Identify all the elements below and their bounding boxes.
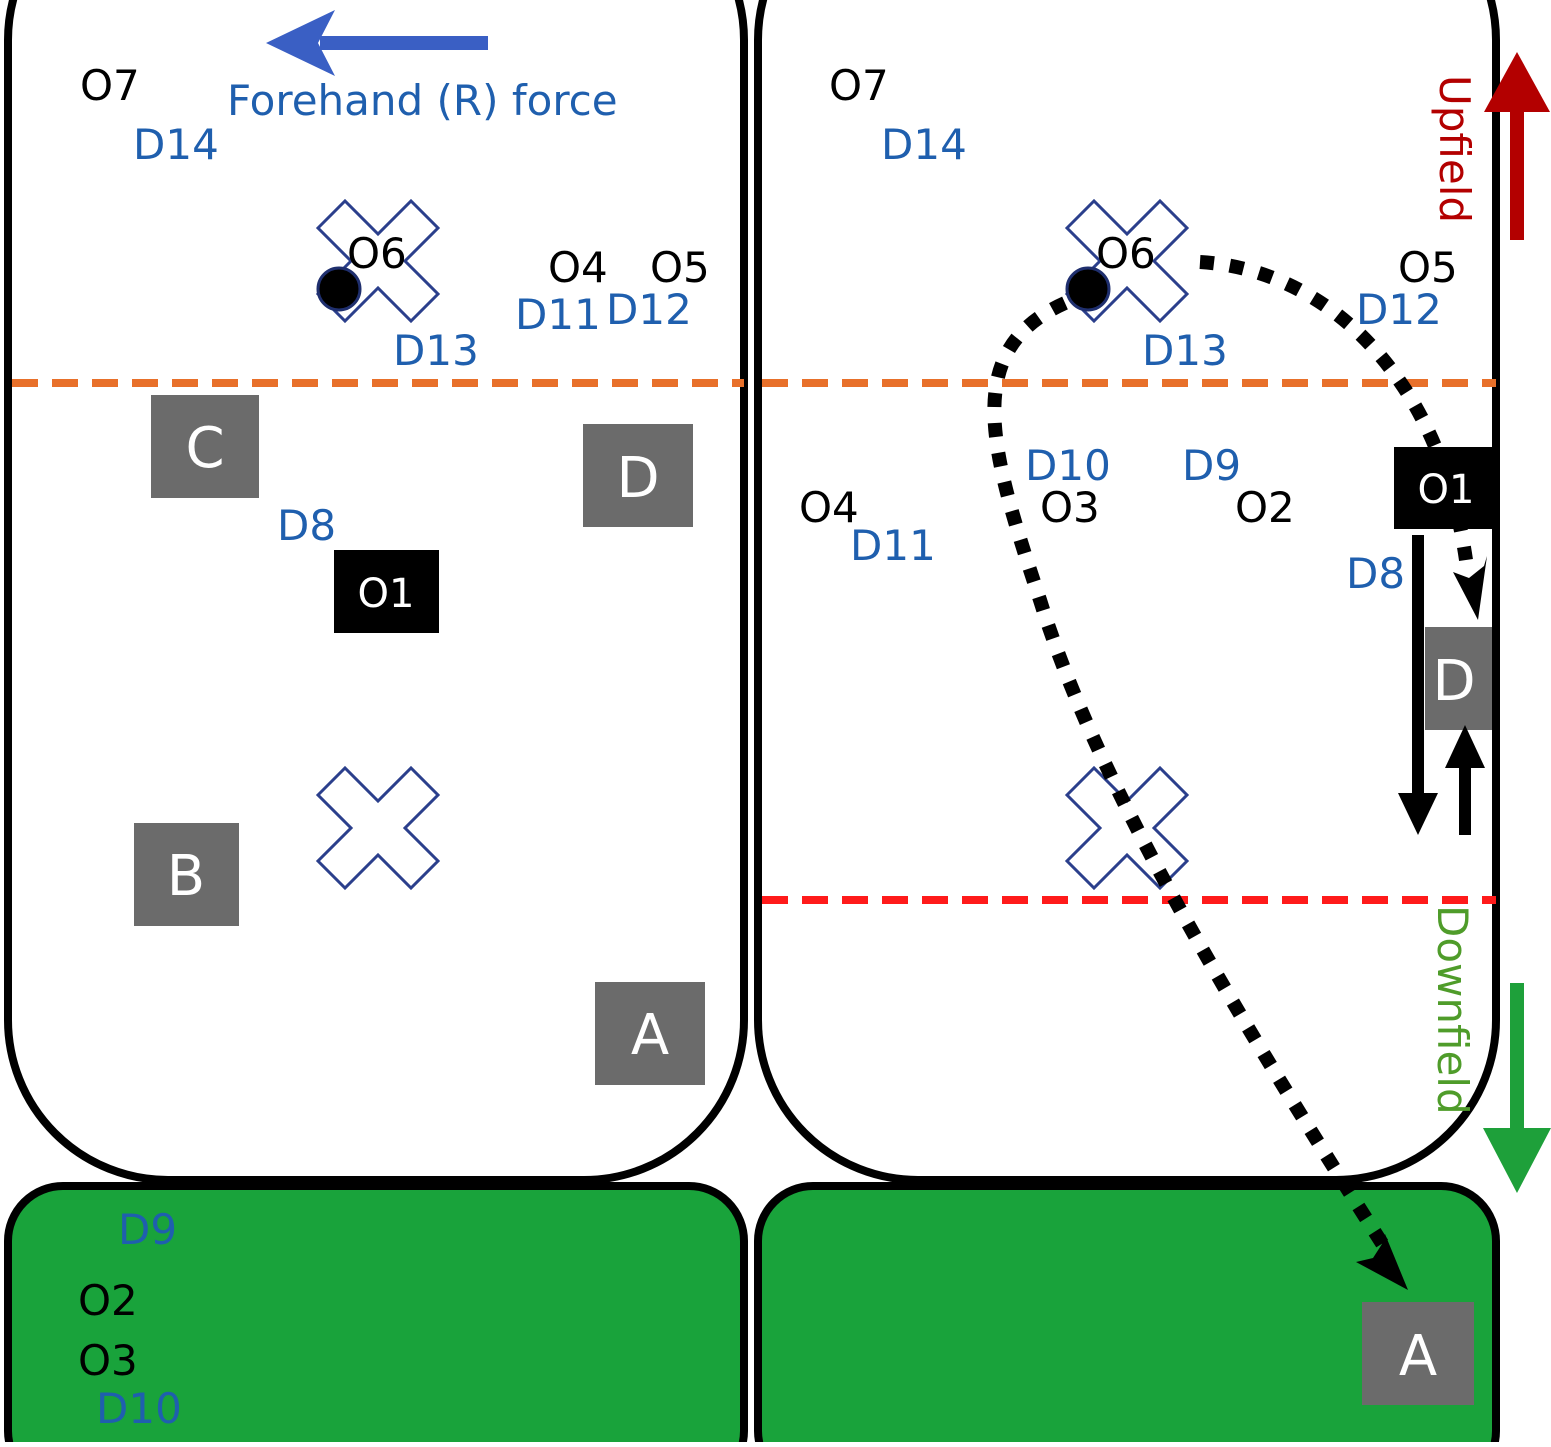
right-d13: D13 <box>1142 326 1228 375</box>
left-cone-b-label: B <box>167 844 205 909</box>
right-cone-d <box>1425 627 1492 730</box>
right-d11: D11 <box>850 521 936 570</box>
downfield-arrow <box>1483 983 1551 1193</box>
cut-path-to-d-arrowhead <box>1453 556 1487 620</box>
force-label: Forehand (R) force <box>227 76 618 125</box>
right-o1: O1 <box>1418 467 1475 513</box>
left-disc <box>316 266 362 312</box>
right-d12: D12 <box>1356 285 1442 334</box>
left-d11: D11 <box>515 290 601 339</box>
left-cone-d <box>583 424 693 527</box>
upfield-label: Upfield <box>1430 75 1479 223</box>
left-cone-b <box>134 823 239 926</box>
left-o1: O1 <box>358 571 415 617</box>
left-o1-box <box>334 550 439 633</box>
left-x-mark-lower <box>315 765 441 891</box>
left-o4: O4 <box>548 243 608 292</box>
right-cone-a <box>1362 1302 1474 1405</box>
right-o2: O2 <box>1235 483 1295 532</box>
downfield-label: Downfield <box>1428 905 1477 1115</box>
right-o5: O5 <box>1398 243 1458 292</box>
right-field <box>754 0 1500 1184</box>
right-d10: D10 <box>1025 441 1111 490</box>
left-d12: D12 <box>606 285 692 334</box>
left-cone-c-label: C <box>185 416 224 481</box>
left-d8: D8 <box>277 501 336 550</box>
left-cone-c <box>151 395 259 498</box>
left-d13: D13 <box>393 326 479 375</box>
right-o7: O7 <box>829 61 889 110</box>
o1-up-arrow <box>1445 725 1485 835</box>
upfield-arrow <box>1484 52 1550 240</box>
left-o5: O5 <box>650 243 710 292</box>
left-d14: D14 <box>133 120 219 169</box>
left-d9: D9 <box>118 1205 177 1254</box>
left-o7: O7 <box>80 61 140 110</box>
right-cone-a-label: A <box>1399 1324 1437 1389</box>
left-o2: O2 <box>78 1276 138 1325</box>
right-d9: D9 <box>1182 441 1241 490</box>
right-o3: O3 <box>1040 483 1100 532</box>
left-cone-d-label: D <box>616 446 659 511</box>
right-o4: O4 <box>799 483 859 532</box>
right-o1-box <box>1394 447 1499 529</box>
o1-down-arrow <box>1398 535 1438 835</box>
left-d10: D10 <box>96 1384 182 1433</box>
left-endzone <box>4 1182 748 1447</box>
right-cone-d-label: D <box>1432 649 1475 714</box>
force-arrow <box>266 10 488 76</box>
left-o6: O6 <box>347 229 407 278</box>
left-cone-a <box>595 982 705 1085</box>
throw-path-to-a <box>987 296 1391 1252</box>
right-endzone <box>754 1182 1500 1447</box>
right-o6: O6 <box>1096 229 1156 278</box>
left-o3: O3 <box>78 1336 138 1385</box>
right-d8: D8 <box>1346 549 1405 598</box>
right-d14: D14 <box>881 120 967 169</box>
throw-path-to-a-arrowhead <box>1356 1234 1408 1290</box>
right-disc <box>1065 266 1111 312</box>
left-cone-a-label: A <box>631 1003 669 1068</box>
